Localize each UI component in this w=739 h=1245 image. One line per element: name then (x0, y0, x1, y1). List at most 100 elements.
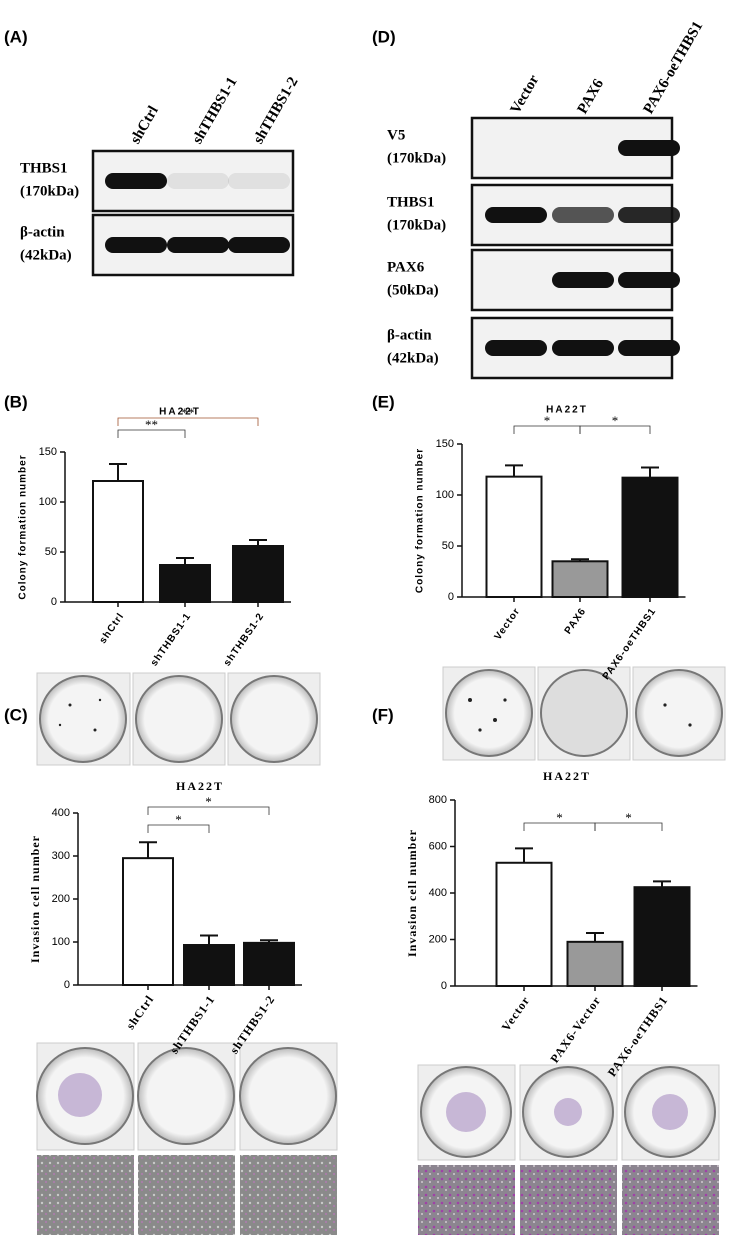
bar (633, 886, 691, 987)
error-bar (515, 847, 533, 863)
significance-label: * (625, 810, 632, 825)
y-tick-label: 200 (429, 933, 447, 945)
row-size: (170kDa) (387, 217, 446, 233)
significance-label: * (544, 413, 551, 428)
band (485, 207, 547, 223)
significance-label: * (612, 413, 619, 428)
significance-bracket (147, 806, 270, 815)
band (618, 340, 680, 356)
bar (232, 545, 284, 603)
error-bar (139, 841, 157, 859)
row-label: THBS1 (387, 194, 435, 210)
band (167, 237, 229, 253)
y-axis-label: Colony formation number (18, 454, 29, 599)
panel-label: (D) (372, 27, 396, 46)
y-tick-label: 100 (436, 489, 454, 501)
error-bar (641, 466, 659, 478)
bar-chart: HA22T Colony formation number 0 50 100 150 shC… (18, 405, 291, 668)
y-tick-label: 800 (429, 794, 447, 806)
error-bar (176, 557, 194, 565)
bar (566, 940, 624, 988)
panel-label: (C) (4, 705, 28, 724)
x-tick-label: Vector (499, 993, 533, 1033)
x-tick-label: shCtrl (123, 992, 157, 1032)
error-bar (653, 880, 671, 888)
y-tick-label: 200 (52, 893, 70, 905)
panel-label: (F) (372, 705, 394, 724)
row-label: β-actin (20, 224, 65, 240)
y-tick-label: 300 (52, 850, 70, 862)
x-tick-label: PAX6-Vector (547, 993, 603, 1065)
significance-bracket (594, 822, 663, 831)
band (552, 272, 614, 288)
band (552, 340, 614, 356)
y-tick-label: 0 (64, 979, 70, 991)
chart-title: HA22T (159, 407, 201, 418)
chart-title: HA22T (543, 769, 591, 783)
x-tick-label: shTHBS1-1 (149, 611, 194, 668)
x-tick-label: shTHBS1-2 (222, 611, 267, 668)
y-tick-label: 150 (39, 446, 57, 458)
significance-bracket (147, 824, 210, 833)
row-size: (170kDa) (20, 183, 79, 199)
bar (551, 560, 609, 598)
y-tick-label: 100 (39, 496, 57, 508)
significance-bracket (117, 429, 186, 438)
band (552, 207, 614, 223)
y-tick-label: 50 (442, 540, 454, 552)
band (618, 207, 680, 223)
lane-label: PAX6-oeTHBS1 (641, 19, 707, 117)
bar (122, 857, 174, 987)
row-size: (50kDa) (387, 282, 439, 298)
significance-label: * (205, 794, 212, 809)
bar (621, 476, 679, 598)
significance-label: ** (145, 417, 158, 432)
band (618, 272, 680, 288)
chart-title: HA22T (176, 779, 224, 793)
significance-label: * (175, 812, 182, 827)
error-bar (200, 934, 218, 946)
lane-label: PAX6 (575, 76, 608, 117)
error-bar (249, 539, 267, 546)
error-bar (571, 558, 589, 562)
significance-label: * (556, 810, 563, 825)
error-bar (586, 931, 604, 942)
lane-label: Vector (508, 72, 543, 117)
y-axis-label: Invasion cell number (405, 829, 419, 957)
bar (485, 475, 543, 599)
band (105, 173, 167, 189)
bar (159, 564, 211, 603)
y-tick-label: 0 (51, 596, 57, 608)
x-tick-label: Vector (493, 606, 523, 642)
y-axis-label: Invasion cell number (28, 835, 42, 963)
y-axis-label: Colony formation number (415, 448, 426, 593)
row-size: (42kDa) (20, 247, 72, 263)
lane-label: shTHBS1-1 (190, 74, 241, 146)
chart-title: HA22T (546, 405, 588, 416)
lane-label: shTHBS1-2 (251, 74, 302, 146)
bar-chart: HA22T Colony formation number 0 50 100 150 Vec… (415, 405, 686, 682)
bar-chart: HA22T Invasion cell number 0 200 400 600 800 Ve… (405, 769, 698, 1079)
row-size: (170kDa) (387, 150, 446, 166)
band (618, 140, 680, 156)
band (485, 340, 547, 356)
significance-bracket (579, 425, 651, 434)
x-tick-label: shCtrl (98, 611, 127, 646)
bar (243, 941, 295, 986)
y-tick-label: 100 (52, 936, 70, 948)
row-label: V5 (387, 127, 405, 143)
y-tick-label: 400 (429, 887, 447, 899)
y-tick-label: 400 (52, 807, 70, 819)
photos (36, 666, 726, 1235)
y-tick-label: 0 (448, 591, 454, 603)
error-bar (260, 939, 278, 943)
y-tick-label: 600 (429, 840, 447, 852)
bar (92, 480, 144, 603)
band (228, 173, 290, 189)
panel-label: (E) (372, 392, 395, 411)
row-label: PAX6 (387, 259, 425, 275)
row-size: (42kDa) (387, 350, 439, 366)
bar-chart: HA22T Invasion cell number 0 100 200 300 400 sh… (28, 779, 302, 1056)
y-tick-label: 50 (45, 546, 57, 558)
